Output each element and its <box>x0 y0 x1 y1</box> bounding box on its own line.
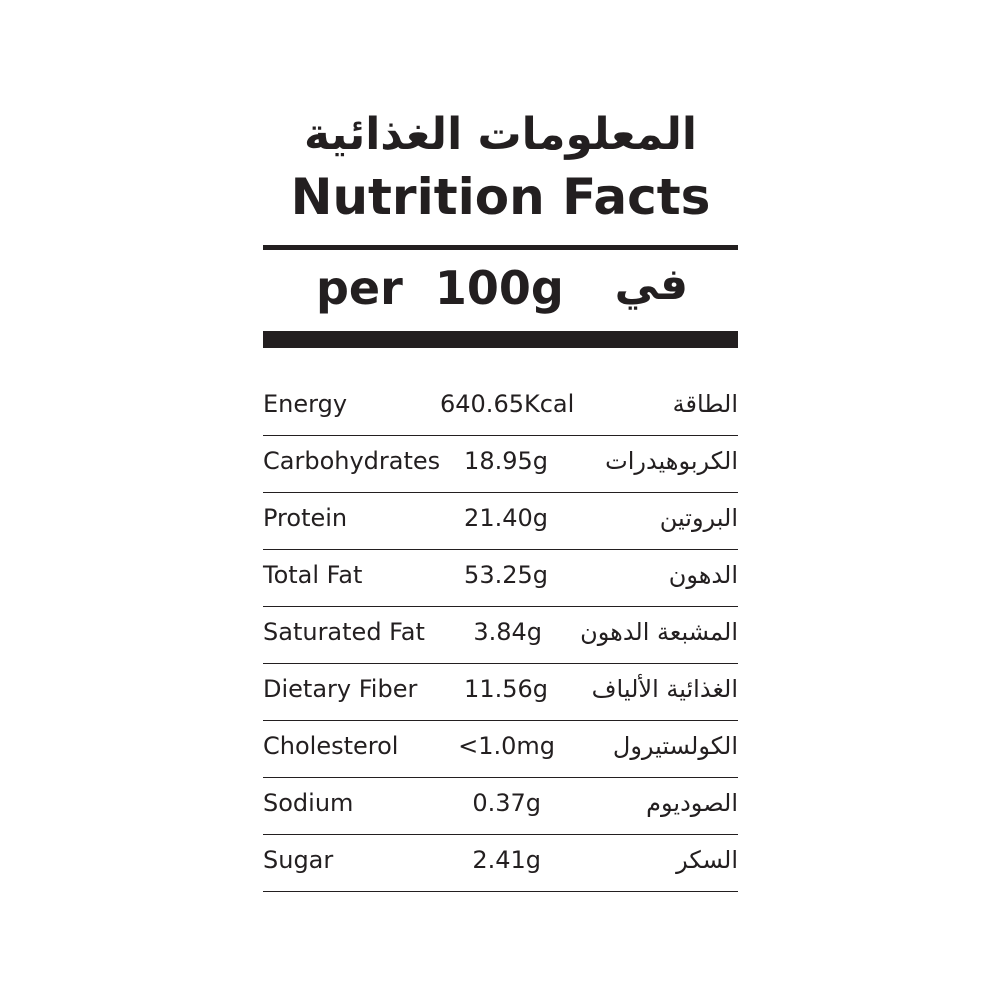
nutrient-label: Saturated Fat <box>263 618 425 646</box>
nutrient-value: 21.40g <box>464 504 548 532</box>
nutrition-table: Energy 640.65Kcal الطاقة Carbohydrates 1… <box>263 379 738 892</box>
title-arabic: المعلومات الغذائية <box>304 109 697 160</box>
nutrient-value: 640.65Kcal <box>440 390 575 418</box>
divider-thick <box>263 331 738 348</box>
table-row-energy: Energy 640.65Kcal الطاقة <box>263 379 738 436</box>
nutrient-value: 18.95g <box>464 447 548 475</box>
table-row-carbohydrates: Carbohydrates 18.95g الكربوهيدرات <box>263 436 738 493</box>
nutrient-label: Sugar <box>263 846 334 874</box>
nutrient-label-arabic: الصوديوم <box>646 789 738 817</box>
nutrient-label-arabic: المشبعة الدهون <box>580 618 738 646</box>
nutrient-label-arabic: البروتين <box>659 504 738 532</box>
table-row-protein: Protein 21.40g البروتين <box>263 493 738 550</box>
serving-size-arabic: في <box>614 259 688 310</box>
table-row-total-fat: Total Fat 53.25g الدهون <box>263 550 738 607</box>
nutrient-label: Dietary Fiber <box>263 675 418 703</box>
nutrient-label: Cholesterol <box>263 732 399 760</box>
table-row-cholesterol: Cholesterol <1.0mg الكولستيرول <box>263 721 738 778</box>
table-row-dietary-fiber: Dietary Fiber 11.56g الغذائية الألياف <box>263 664 738 721</box>
table-row-sodium: Sodium 0.37g الصوديوم <box>263 778 738 835</box>
nutrient-label: Carbohydrates <box>263 447 441 475</box>
nutrient-value: 0.37g <box>472 789 541 817</box>
nutrient-value: 53.25g <box>464 561 548 589</box>
nutrient-value: 2.41g <box>472 846 541 874</box>
nutrient-value: <1.0mg <box>458 732 555 760</box>
nutrient-value: 11.56g <box>464 675 548 703</box>
table-row-sugar: Sugar 2.41g السكر <box>263 835 738 892</box>
nutrient-label: Total Fat <box>263 561 363 589</box>
nutrient-label-arabic: السكر <box>676 846 738 874</box>
nutrient-label-arabic: الغذائية الألياف <box>591 675 738 703</box>
title-english: Nutrition Facts <box>290 168 711 226</box>
nutrient-label-arabic: الكربوهيدرات <box>605 447 738 475</box>
nutrient-label: Sodium <box>263 789 354 817</box>
nutrient-label-arabic: الدهون <box>668 561 738 589</box>
serving-size-english: per 100g <box>316 261 564 315</box>
nutrient-label: Energy <box>263 390 348 418</box>
nutrient-label: Protein <box>263 504 348 532</box>
nutrient-value: 3.84g <box>473 618 542 646</box>
nutrient-label-arabic: الكولستيرول <box>612 732 738 760</box>
table-row-saturated-fat: Saturated Fat 3.84g المشبعة الدهون <box>263 607 738 664</box>
nutrient-label-arabic: الطاقة <box>672 390 738 418</box>
divider-thin <box>263 245 738 250</box>
